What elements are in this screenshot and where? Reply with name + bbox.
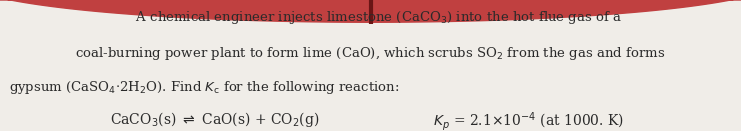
Text: gypsum (CaSO$_4$$\cdot$2H$_2$O). Find $K_{\rm c}$ for the following reaction:: gypsum (CaSO$_4$$\cdot$2H$_2$O). Find $K…: [9, 79, 399, 96]
Polygon shape: [0, 0, 741, 22]
Text: coal-burning power plant to form lime (CaO), which scrubs SO$_2$ from the gas an: coal-burning power plant to form lime (C…: [76, 45, 665, 62]
Text: $K_p$ = 2.1$\times$10$^{-4}$ (at 1000. K): $K_p$ = 2.1$\times$10$^{-4}$ (at 1000. K…: [433, 110, 625, 131]
Text: CaCO$_3$(s) $\rightleftharpoons$ CaO(s) + CO$_2$(g): CaCO$_3$(s) $\rightleftharpoons$ CaO(s) …: [110, 110, 319, 129]
Text: A chemical engineer injects limestone (CaCO$_3$) into the hot flue gas of a: A chemical engineer injects limestone (C…: [119, 9, 622, 26]
